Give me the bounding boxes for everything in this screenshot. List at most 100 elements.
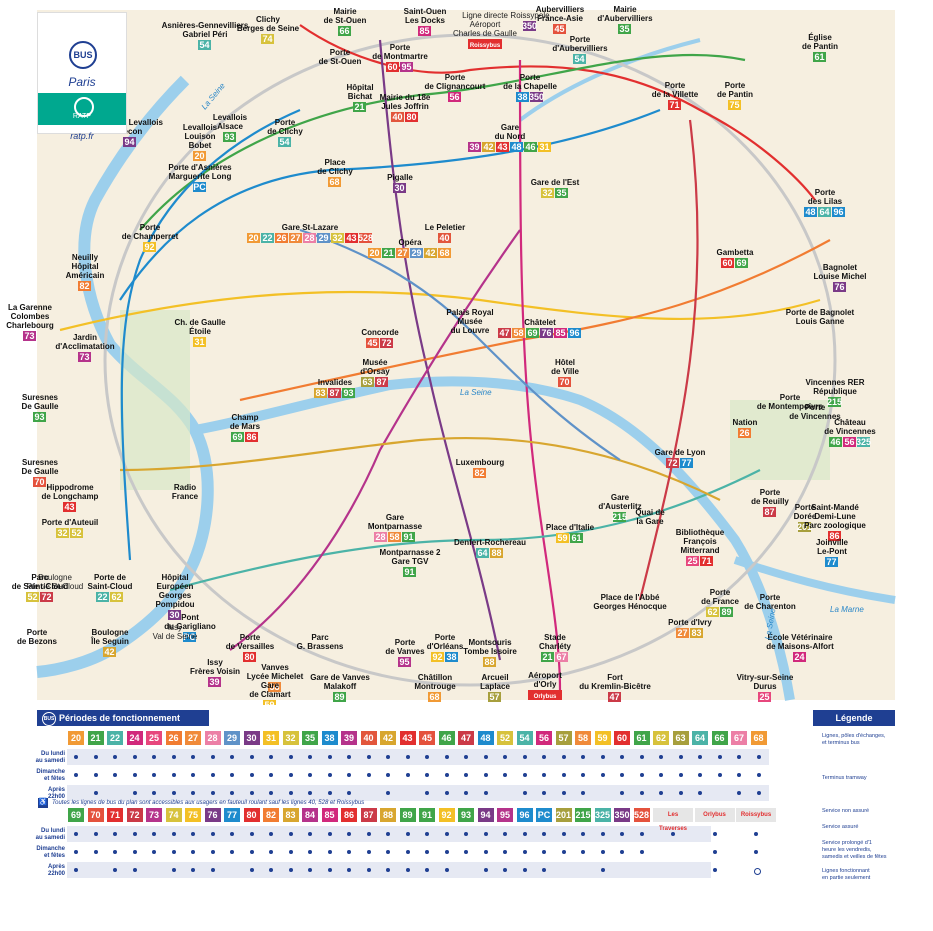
line-badge[interactable]: [26, 592, 39, 602]
line-badge[interactable]: [608, 692, 621, 702]
period-line-badge[interactable]: 30: [243, 731, 260, 745]
period-line-badge[interactable]: 93: [458, 808, 474, 822]
line-badge[interactable]: [496, 142, 509, 152]
website-link[interactable]: ratp.fr: [70, 131, 94, 141]
period-line-badge[interactable]: 60: [614, 731, 630, 745]
line-badge[interactable]: [512, 328, 525, 338]
line-badge[interactable]: [193, 182, 206, 192]
period-line-badge[interactable]: 47: [458, 731, 474, 745]
map-stop[interactable]: Parc G. Brassens: [297, 633, 344, 651]
period-line-badge[interactable]: 86: [341, 808, 357, 822]
line-badge[interactable]: [763, 507, 776, 517]
line-badge[interactable]: [398, 657, 411, 667]
line-badge[interactable]: [829, 437, 842, 447]
period-line-badge[interactable]: 35: [302, 731, 318, 745]
line-badge[interactable]: [375, 377, 388, 387]
period-line-badge[interactable]: 68: [750, 731, 767, 745]
line-badge[interactable]: [825, 557, 838, 567]
line-badge[interactable]: [431, 652, 444, 662]
line-badge[interactable]: [345, 233, 358, 243]
line-badge[interactable]: [328, 177, 341, 187]
line-badge[interactable]: [386, 62, 399, 72]
line-badge[interactable]: [261, 233, 274, 243]
period-line-badge[interactable]: Roissybus: [736, 808, 776, 822]
period-line-badge[interactable]: 39: [341, 731, 357, 745]
line-badge[interactable]: [488, 692, 501, 702]
line-badge[interactable]: [410, 248, 423, 258]
line-badge[interactable]: [110, 592, 123, 602]
period-line-badge[interactable]: Les Traverses: [653, 808, 693, 832]
line-badge[interactable]: [530, 92, 543, 102]
line-badge[interactable]: [428, 692, 441, 702]
line-badge[interactable]: [402, 532, 415, 542]
line-badge[interactable]: [555, 652, 568, 662]
line-badge[interactable]: [476, 548, 489, 558]
line-badge[interactable]: [243, 652, 256, 662]
period-line-badge[interactable]: 25: [146, 731, 162, 745]
map-stop[interactable]: Palais Royal Musée du Louvre: [446, 308, 493, 335]
line-badge[interactable]: [483, 657, 496, 667]
period-line-badge[interactable]: 72: [126, 808, 143, 822]
line-badge[interactable]: [231, 432, 244, 442]
map-stop[interactable]: Porte de St-Ouen: [319, 48, 362, 66]
line-badge[interactable]: [573, 54, 586, 64]
period-line-badge[interactable]: 91: [419, 808, 435, 822]
period-line-badge[interactable]: 45: [419, 731, 435, 745]
line-badge[interactable]: [223, 132, 236, 142]
line-badge[interactable]: [278, 137, 291, 147]
period-line-badge[interactable]: PC: [536, 808, 552, 822]
map-stop[interactable]: Porte de Bezons: [17, 628, 58, 646]
period-line-badge[interactable]: 71: [107, 808, 123, 822]
period-line-badge[interactable]: 66: [711, 731, 728, 745]
period-line-badge[interactable]: 32: [282, 731, 299, 745]
period-line-badge[interactable]: 54: [516, 731, 533, 745]
line-badge[interactable]: [338, 26, 351, 36]
line-badge[interactable]: [168, 610, 181, 620]
map-stop[interactable]: Radio France: [172, 483, 199, 501]
line-badge[interactable]: [56, 528, 69, 538]
period-line-badge[interactable]: 28: [204, 731, 221, 745]
line-badge[interactable]: [405, 112, 418, 122]
line-badge[interactable]: [468, 142, 481, 152]
line-badge[interactable]: [143, 242, 156, 252]
line-badge[interactable]: [448, 92, 461, 102]
line-badge[interactable]: [721, 258, 734, 268]
period-line-badge[interactable]: 350: [614, 808, 630, 822]
line-badge[interactable]: [706, 607, 719, 617]
line-badge[interactable]: [208, 677, 221, 687]
line-badge[interactable]: [445, 652, 458, 662]
line-badge[interactable]: [396, 248, 409, 258]
line-badge[interactable]: [361, 377, 374, 387]
line-badge[interactable]: [523, 21, 536, 31]
